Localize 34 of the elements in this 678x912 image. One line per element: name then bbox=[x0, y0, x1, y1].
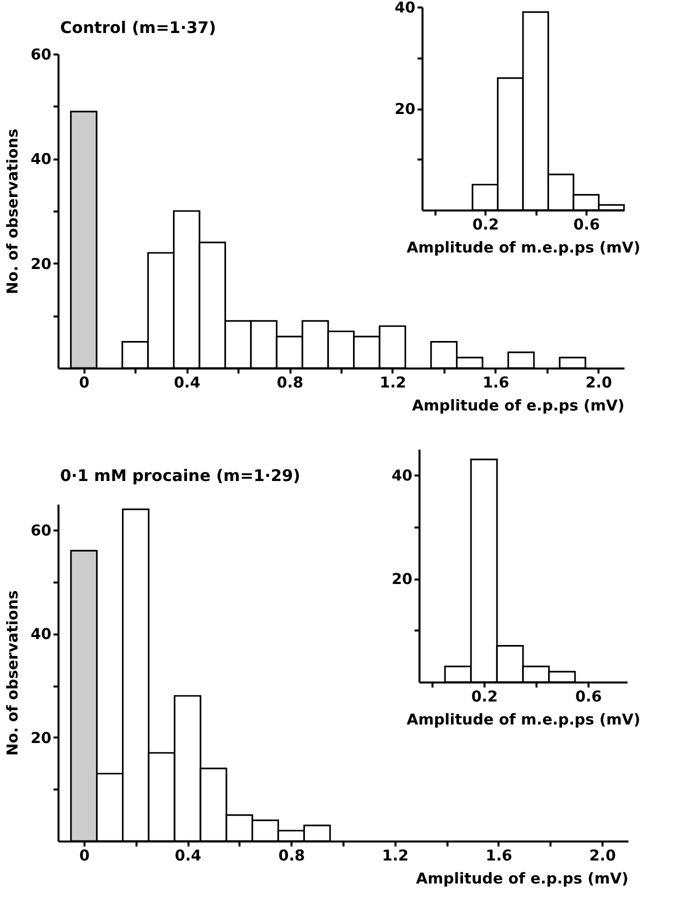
x-tick-label: 1.6 bbox=[486, 846, 512, 864]
x-tick-label: 0.4 bbox=[174, 846, 202, 864]
chart-title: 0·1 mM procaine (m=1·29) bbox=[60, 466, 300, 485]
y-tick-label: 20 bbox=[30, 254, 52, 273]
x-axis-title: Amplitude of e.p.ps (mV) bbox=[412, 396, 624, 414]
x-tick-label: 0.2 bbox=[472, 216, 499, 234]
y-axis-title: No. of observations bbox=[4, 590, 22, 756]
x-tick-label: 0.6 bbox=[573, 216, 600, 234]
x-tick-label: 2.0 bbox=[589, 846, 616, 864]
y-tick-label: 40 bbox=[30, 625, 52, 644]
y-tick-label: 60 bbox=[30, 522, 52, 540]
y-tick-label: 60 bbox=[30, 46, 52, 64]
y-tick-label: 40 bbox=[30, 150, 52, 168]
x-axis-title: Amplitude of m.e.p.ps (mV) bbox=[406, 238, 640, 256]
x-tick-label: 1.2 bbox=[380, 374, 406, 392]
x-tick-label: 1.6 bbox=[482, 374, 510, 392]
y-tick-label: 20 bbox=[392, 570, 412, 588]
chart-title: Control (m=1·37) bbox=[60, 18, 216, 37]
x-tick-label: 0.2 bbox=[471, 688, 498, 706]
x-tick-label: 0.8 bbox=[278, 846, 305, 864]
x-tick-label: 2.0 bbox=[585, 374, 612, 392]
x-tick-label: 0.4 bbox=[174, 374, 200, 392]
y-tick-label: 20 bbox=[30, 728, 52, 747]
y-tick-label: 40 bbox=[392, 466, 412, 484]
y-tick-label: 40 bbox=[394, 0, 416, 16]
x-axis-title: Amplitude of m.e.p.ps (mV) bbox=[406, 710, 640, 728]
y-axis-title: No. of observations bbox=[4, 128, 22, 294]
x-tick-label: 0.6 bbox=[575, 688, 602, 706]
x-tick-label: 0.8 bbox=[276, 374, 304, 392]
x-tick-label: 1.2 bbox=[382, 846, 409, 864]
x-tick-label: 0 bbox=[79, 374, 90, 392]
x-axis-title: Amplitude of e.p.ps (mV) bbox=[416, 870, 628, 888]
y-tick-label: 20 bbox=[394, 100, 416, 118]
x-tick-label: 0 bbox=[79, 846, 90, 864]
